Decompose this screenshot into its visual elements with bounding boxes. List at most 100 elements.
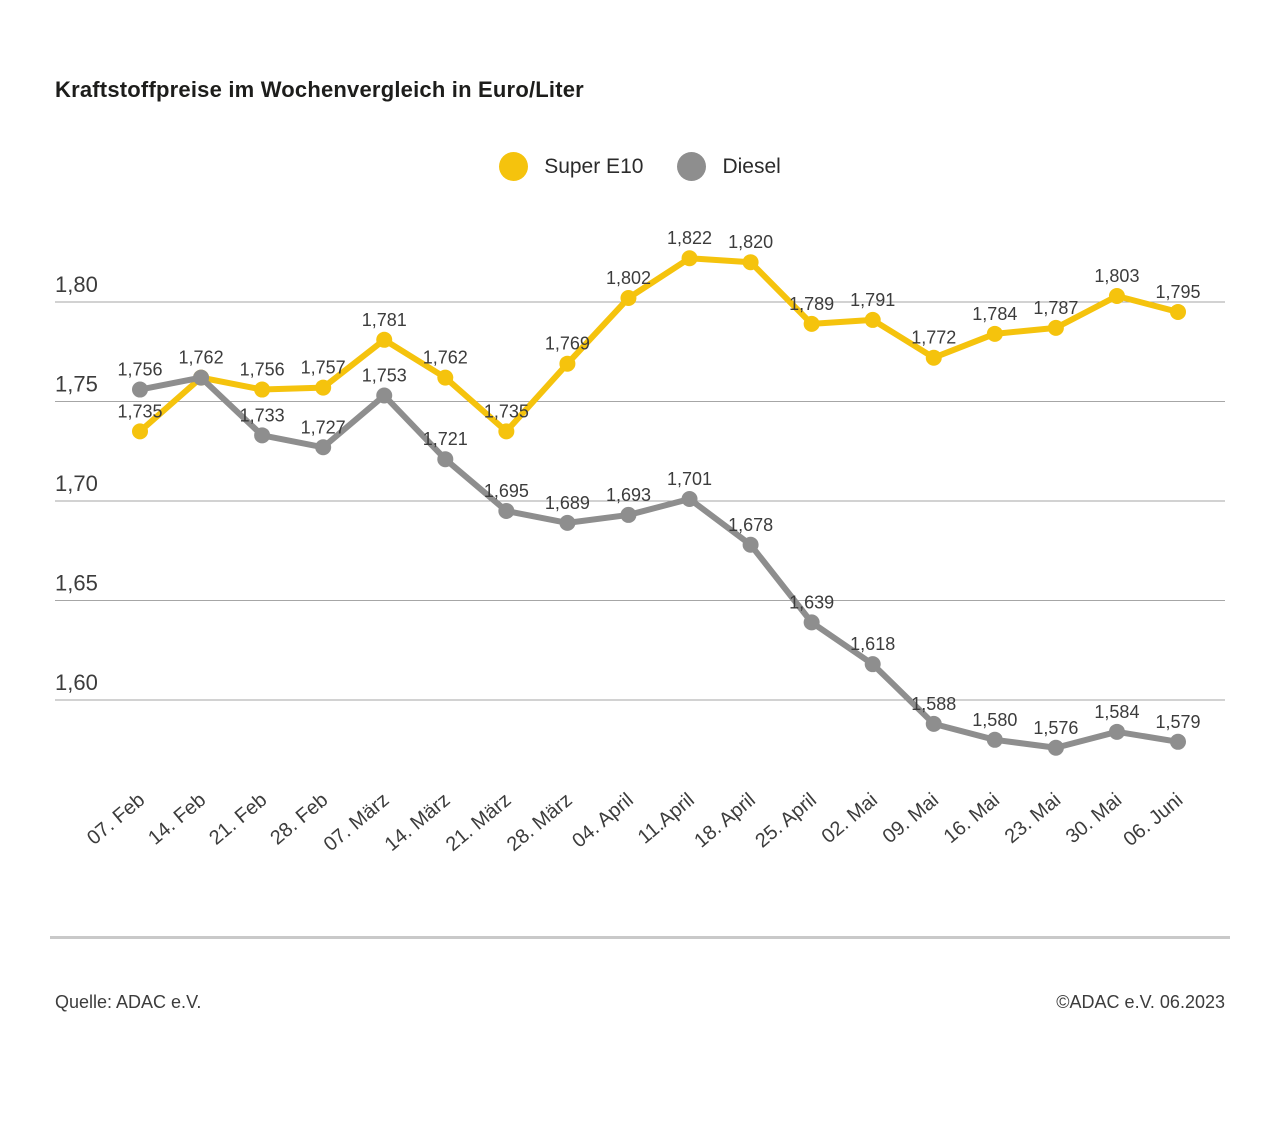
data-point-label-super-e10: 1,791 bbox=[850, 290, 895, 310]
data-point-marker-diesel bbox=[437, 451, 454, 468]
data-point-marker-super-e10 bbox=[864, 311, 881, 328]
data-point-label-diesel: 1,689 bbox=[545, 493, 590, 513]
data-point-label-diesel: 1,618 bbox=[850, 634, 895, 654]
data-point-label-diesel: 1,580 bbox=[972, 710, 1017, 730]
data-point-label-diesel: 1,727 bbox=[301, 417, 346, 437]
x-axis-tick-label: 30. Mai bbox=[1062, 789, 1126, 848]
data-point-marker-super-e10 bbox=[925, 349, 942, 366]
x-axis-tick-label: 07. Feb bbox=[83, 789, 149, 849]
data-point-label-diesel: 1,701 bbox=[667, 469, 712, 489]
data-point-marker-super-e10 bbox=[742, 254, 759, 271]
x-axis-tick-label: 16. Mai bbox=[940, 789, 1004, 848]
x-axis-tick-label: 21. März bbox=[442, 789, 516, 856]
data-point-label-super-e10: 1,757 bbox=[301, 358, 346, 378]
x-axis-tick-label: 06. Juni bbox=[1119, 789, 1187, 851]
data-point-marker-super-e10 bbox=[254, 381, 271, 398]
data-point-marker-super-e10 bbox=[1170, 303, 1186, 320]
series-line-super-e10 bbox=[137, 255, 1181, 435]
y-axis-tick-label: 1,65 bbox=[55, 571, 98, 596]
data-point-label-diesel: 1,584 bbox=[1094, 702, 1139, 722]
data-point-label-diesel: 1,721 bbox=[423, 429, 468, 449]
data-point-label-super-e10: 1,735 bbox=[484, 401, 529, 421]
x-axis-tick-label: 14. Feb bbox=[144, 789, 210, 849]
data-point-label-diesel: 1,579 bbox=[1155, 712, 1200, 732]
data-point-marker-super-e10 bbox=[620, 290, 637, 307]
data-point-marker-diesel bbox=[315, 439, 332, 456]
data-point-label-super-e10: 1,803 bbox=[1094, 266, 1139, 286]
data-point-marker-super-e10 bbox=[559, 355, 576, 372]
copyright-note: ©ADAC e.V. 06.2023 bbox=[1056, 992, 1225, 1012]
data-point-label-diesel: 1,762 bbox=[179, 348, 224, 368]
data-point-label-super-e10: 1,789 bbox=[789, 294, 834, 314]
data-point-marker-diesel bbox=[1047, 739, 1064, 756]
data-point-marker-super-e10 bbox=[1047, 319, 1064, 336]
source-note: Quelle: ADAC e.V. bbox=[55, 992, 202, 1012]
data-point-label-diesel: 1,756 bbox=[117, 360, 162, 380]
legend-label-super-e10: Super E10 bbox=[544, 154, 644, 178]
data-point-label-diesel: 1,753 bbox=[362, 366, 407, 386]
data-point-label-super-e10: 1,769 bbox=[545, 334, 590, 354]
data-point-marker-diesel bbox=[925, 715, 942, 732]
data-point-label-super-e10: 1,802 bbox=[606, 268, 651, 288]
y-axis-tick-label: 1,75 bbox=[55, 372, 98, 397]
x-axis-tick-label: 28. März bbox=[503, 789, 577, 856]
data-point-label-super-e10: 1,787 bbox=[1033, 298, 1078, 318]
x-axis-tick-label: 25. April bbox=[751, 789, 821, 852]
data-point-label-diesel: 1,588 bbox=[911, 694, 956, 714]
legend-item-super-e10: Super E10 bbox=[499, 152, 643, 181]
chart-title: Kraftstoffpreise im Wochenvergleich in E… bbox=[55, 76, 584, 102]
x-axis-tick-label: 23. Mai bbox=[1001, 789, 1065, 848]
data-point-marker-diesel bbox=[1108, 723, 1125, 740]
data-point-marker-super-e10 bbox=[1108, 288, 1125, 305]
x-axis-tick-label: 14. März bbox=[381, 789, 455, 856]
data-point-label-super-e10: 1,781 bbox=[362, 310, 407, 330]
x-axis-tick-label: 18. April bbox=[690, 789, 760, 852]
chart-legend: Super E10 Diesel bbox=[0, 152, 1280, 181]
diesel-legend-dot-icon bbox=[677, 152, 707, 181]
x-axis-tick-label: 04. April bbox=[568, 789, 638, 852]
data-point-marker-super-e10 bbox=[132, 423, 148, 440]
data-point-marker-diesel bbox=[1170, 733, 1186, 750]
data-point-marker-diesel bbox=[376, 387, 393, 404]
data-point-label-diesel: 1,639 bbox=[789, 592, 834, 612]
data-point-marker-diesel bbox=[254, 427, 271, 444]
data-point-marker-super-e10 bbox=[376, 331, 393, 348]
data-point-label-diesel: 1,695 bbox=[484, 481, 529, 501]
data-point-label-super-e10: 1,795 bbox=[1155, 282, 1200, 302]
footer-divider bbox=[50, 936, 1230, 939]
series-line-diesel bbox=[137, 374, 1181, 751]
data-point-label-super-e10: 1,756 bbox=[240, 360, 285, 380]
data-point-label-super-e10: 1,820 bbox=[728, 232, 773, 252]
data-point-marker-diesel bbox=[864, 656, 881, 673]
data-point-marker-super-e10 bbox=[681, 250, 698, 267]
data-point-marker-super-e10 bbox=[437, 369, 454, 386]
data-point-label-diesel: 1,733 bbox=[240, 405, 285, 425]
super-e10-legend-dot-icon bbox=[499, 152, 529, 181]
y-axis-tick-label: 1,70 bbox=[55, 471, 98, 496]
data-point-label-super-e10: 1,762 bbox=[423, 348, 468, 368]
legend-item-diesel: Diesel bbox=[677, 152, 781, 181]
y-axis-tick-label: 1,60 bbox=[55, 670, 98, 695]
x-axis-tick-label: 21. Feb bbox=[205, 789, 271, 849]
data-point-marker-diesel bbox=[193, 369, 210, 386]
data-point-label-super-e10: 1,735 bbox=[117, 401, 162, 421]
data-point-marker-diesel bbox=[803, 614, 820, 631]
data-point-label-super-e10: 1,784 bbox=[972, 304, 1017, 324]
data-point-marker-diesel bbox=[986, 731, 1003, 748]
data-point-marker-diesel bbox=[559, 514, 576, 531]
data-point-label-diesel: 1,678 bbox=[728, 515, 773, 535]
data-point-label-super-e10: 1,822 bbox=[667, 228, 712, 248]
data-point-marker-diesel bbox=[620, 506, 637, 523]
x-axis-tick-label: 07. März bbox=[320, 789, 394, 856]
data-point-marker-diesel bbox=[742, 536, 759, 553]
data-point-marker-super-e10 bbox=[498, 423, 515, 440]
data-point-marker-diesel bbox=[681, 491, 698, 508]
data-point-label-super-e10: 1,772 bbox=[911, 328, 956, 348]
x-axis-tick-label: 11.April bbox=[634, 789, 699, 848]
data-point-marker-super-e10 bbox=[986, 325, 1003, 342]
legend-label-diesel: Diesel bbox=[722, 154, 781, 178]
data-point-marker-diesel bbox=[132, 381, 148, 398]
data-point-marker-super-e10 bbox=[315, 379, 332, 396]
data-point-marker-super-e10 bbox=[803, 315, 820, 332]
